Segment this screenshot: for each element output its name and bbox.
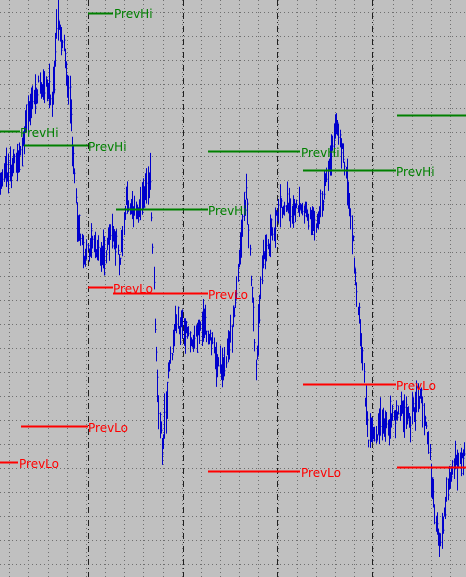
prev-low-label: PrevLo bbox=[88, 421, 128, 435]
price-bars bbox=[1, 0, 466, 557]
prev-high-label: PrevHi bbox=[114, 7, 153, 21]
prev-high-label: PrevHi bbox=[208, 204, 247, 218]
prev-high-label: PrevHi bbox=[396, 165, 435, 179]
prev-low-label: PrevLo bbox=[19, 457, 59, 471]
prev-high-label: PrevHi bbox=[88, 140, 127, 154]
price-bar-series bbox=[1, 0, 466, 557]
prev-low-label: PrevLo bbox=[301, 466, 341, 480]
prev-low-label: PrevLo bbox=[208, 288, 248, 302]
prev-low-label: PrevLo bbox=[396, 379, 436, 393]
prev-high-label: PrevHi bbox=[20, 126, 59, 140]
prev-high-label: PrevHi bbox=[301, 146, 340, 160]
